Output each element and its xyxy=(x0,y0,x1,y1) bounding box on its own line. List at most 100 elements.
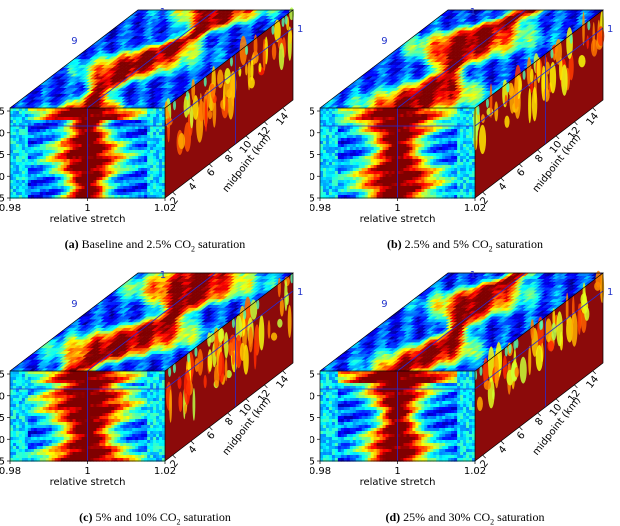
front-face-cell xyxy=(385,171,390,175)
front-face-cell xyxy=(33,147,38,151)
front-face-cell xyxy=(355,171,360,175)
front-face-cell xyxy=(24,165,29,169)
front-face-cell xyxy=(472,171,476,175)
front-face-cell xyxy=(451,138,455,142)
front-face-cell xyxy=(144,174,148,178)
front-face-cell xyxy=(388,114,393,118)
front-face-cell xyxy=(111,144,115,148)
front-face-cell xyxy=(442,126,446,130)
front-face-cell xyxy=(33,186,38,190)
front-face-cell xyxy=(114,195,118,199)
front-face-cell xyxy=(469,150,473,154)
front-face-cell xyxy=(81,195,86,199)
front-face-cell xyxy=(442,147,446,151)
front-face-cell xyxy=(90,156,95,160)
front-face-cell xyxy=(352,135,357,139)
front-face-cell xyxy=(442,174,446,178)
front-face-cell xyxy=(382,159,387,163)
front-face-cell xyxy=(57,147,62,151)
front-face-cell xyxy=(141,129,145,133)
front-face-cell xyxy=(10,177,14,181)
front-face-cell xyxy=(120,153,124,157)
front-face-cell xyxy=(457,129,461,133)
front-face-cell xyxy=(445,177,449,181)
front-face-cell xyxy=(135,180,139,184)
front-face-cell xyxy=(439,195,443,199)
front-face-cell xyxy=(457,108,461,112)
front-face-cell xyxy=(117,138,121,142)
front-face-cell xyxy=(156,189,160,193)
front-face-cell xyxy=(15,174,20,178)
front-face-cell xyxy=(33,111,38,115)
front-face-cell xyxy=(418,138,422,142)
front-face-cell xyxy=(364,108,369,112)
front-face-cell xyxy=(69,153,74,157)
front-face-cell xyxy=(48,141,53,145)
front-face-cell xyxy=(403,180,408,184)
front-face-cell xyxy=(451,189,455,193)
front-face-cell xyxy=(102,147,106,151)
front-face-cell xyxy=(457,123,461,127)
front-face-cell xyxy=(15,177,20,181)
front-face-cell xyxy=(30,138,35,142)
front-face-cell xyxy=(69,174,74,178)
front-face-cell xyxy=(42,162,47,166)
front-face-cell xyxy=(57,135,62,139)
front-face-cell xyxy=(466,144,470,148)
front-face-cell xyxy=(18,192,23,196)
front-face-cell xyxy=(331,168,336,172)
front-face-cell xyxy=(343,168,348,172)
front-face-cell xyxy=(24,123,29,127)
front-face-cell xyxy=(400,111,405,115)
front-face-cell xyxy=(144,120,148,124)
front-face-cell xyxy=(331,132,336,136)
front-face-cell xyxy=(120,117,124,121)
front-face-cell xyxy=(433,111,437,115)
front-face-cell xyxy=(54,141,59,145)
front-face-cell xyxy=(469,156,473,160)
front-face-cell xyxy=(36,141,41,145)
front-face-cell xyxy=(126,159,130,163)
front-face-cell xyxy=(451,147,455,151)
front-face-cell xyxy=(394,114,399,118)
front-face-cell xyxy=(93,177,98,181)
front-face-cell xyxy=(33,180,38,184)
front-face-cell xyxy=(343,111,348,115)
front-face-cell xyxy=(466,165,470,169)
front-face-cell xyxy=(90,171,95,175)
front-face-cell xyxy=(99,126,103,130)
front-face-cell xyxy=(96,108,101,112)
front-face-cell xyxy=(370,123,375,127)
front-face-cell xyxy=(424,174,428,178)
front-face-cell xyxy=(21,180,26,184)
front-face-cell xyxy=(409,108,413,112)
front-face-cell xyxy=(18,156,23,160)
front-face-cell xyxy=(385,147,390,151)
midpoint-tick xyxy=(172,191,176,196)
front-face-cell xyxy=(102,153,106,157)
front-face-cell xyxy=(12,126,17,130)
front-face-cell xyxy=(60,138,65,142)
front-face-cell xyxy=(144,156,148,160)
front-face-cell xyxy=(162,150,166,154)
front-face-cell xyxy=(90,108,95,112)
front-face-cell xyxy=(24,171,29,175)
front-face-cell xyxy=(63,192,68,196)
front-face-cell xyxy=(57,153,62,157)
front-face-cell xyxy=(138,141,142,145)
front-face-cell xyxy=(403,111,408,115)
front-face-cell xyxy=(364,195,369,199)
front-face-cell xyxy=(66,108,71,112)
front-face-cell xyxy=(90,180,95,184)
front-face-cell xyxy=(57,186,62,190)
front-face-cell xyxy=(84,111,89,115)
front-face-cell xyxy=(337,117,342,121)
front-face-cell xyxy=(159,144,163,148)
front-face-cell xyxy=(126,138,130,142)
front-face-cell xyxy=(394,174,399,178)
front-face-cell xyxy=(120,186,124,190)
front-face-cell xyxy=(162,174,166,178)
front-face-cell xyxy=(427,123,431,127)
front-face-cell xyxy=(451,126,455,130)
front-face-cell xyxy=(322,195,327,199)
